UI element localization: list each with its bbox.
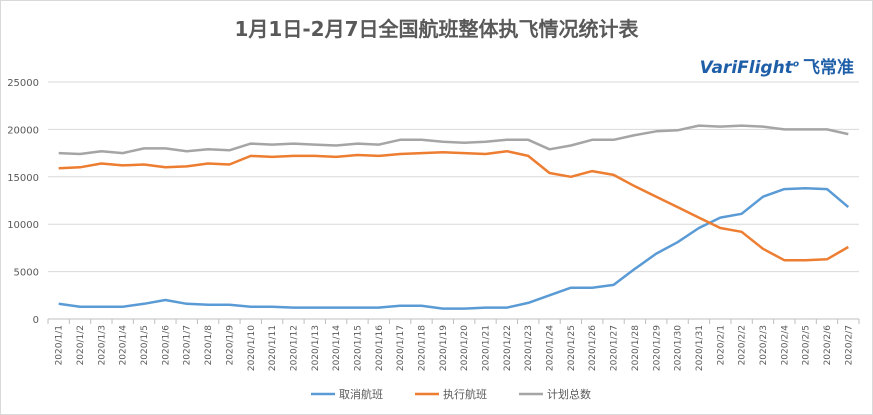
x-tick-label: 2020/1/24	[546, 325, 556, 371]
x-tick-label: 2020/1/22	[503, 325, 513, 371]
x-tick-label: 2020/1/8	[204, 325, 214, 366]
x-tick-label: 2020/1/7	[183, 325, 193, 365]
x-tick-label: 2020/1/31	[695, 325, 705, 371]
series-line-0	[58, 186, 850, 310]
x-tick-label: 2020/1/23	[524, 325, 534, 371]
x-tick-label: 2020/1/4	[119, 325, 129, 366]
x-tick-label: 2020/1/16	[375, 325, 385, 371]
legend-label: 计划总数	[547, 387, 591, 401]
x-tick-label: 2020/1/29	[652, 325, 662, 371]
x-tick-label: 2020/1/15	[353, 325, 363, 371]
x-tick-label: 2020/1/3	[97, 325, 107, 365]
y-tick-label: 25000	[7, 78, 39, 89]
x-tick-label: 2020/2/4	[780, 325, 790, 366]
series-line-2	[58, 124, 849, 156]
x-tick-label: 2020/1/5	[140, 325, 150, 365]
x-tick-label: 2020/1/14	[332, 325, 342, 371]
x-tick-label: 2020/1/6	[161, 325, 171, 366]
x-tick-label: 2020/1/13	[311, 325, 321, 371]
x-tick-label: 2020/1/26	[588, 325, 598, 371]
x-tick-label: 2020/1/11	[268, 325, 278, 371]
x-tick-label: 2020/1/20	[460, 325, 470, 371]
chart-title: 1月1日-2月7日全国航班整体执飞情况统计表	[234, 17, 639, 41]
logo-cn: 飞常准	[803, 58, 854, 78]
x-tick-label: 2020/1/27	[610, 325, 620, 371]
y-tick-label: 10000	[7, 220, 39, 231]
x-tick-label: 2020/1/25	[567, 325, 577, 371]
x-tick-label: 2020/1/9	[225, 325, 235, 366]
x-tick-label: 2020/2/3	[759, 325, 769, 365]
legend-label: 执行航班	[443, 387, 487, 401]
x-tick-label: 2020/1/28	[631, 325, 641, 371]
y-tick-label: 5000	[14, 268, 39, 279]
x-tick-label: 2020/2/2	[738, 325, 748, 365]
x-tick-label: 2020/2/7	[844, 325, 854, 365]
x-tick-label: 2020/1/18	[417, 325, 427, 371]
x-tick-label: 2020/2/6	[823, 325, 833, 366]
x-tick-label: 2020/1/1	[55, 325, 65, 365]
x-tick-label: 2020/1/19	[439, 325, 449, 371]
series-line-1	[58, 149, 849, 262]
x-tick-label: 2020/2/5	[802, 325, 812, 365]
x-tick-label: 2020/1/21	[482, 325, 492, 371]
x-tick-label: 2020/1/30	[674, 325, 684, 371]
y-tick-label: 20000	[7, 125, 39, 136]
x-tick-label: 2020/1/10	[247, 325, 257, 371]
variflight-logo: VariFlighto 飞常准	[699, 58, 854, 78]
x-tick-label: 2020/1/17	[396, 325, 406, 371]
legend-label: 取消航班	[339, 387, 383, 401]
x-tick-label: 2020/1/12	[289, 325, 299, 371]
x-tick-label: 2020/1/2	[76, 325, 86, 365]
y-tick-label: 15000	[7, 173, 39, 184]
logo-brand: VariFlight	[699, 58, 793, 78]
y-tick-label: 0	[33, 315, 39, 326]
x-tick-label: 2020/2/1	[716, 325, 726, 365]
